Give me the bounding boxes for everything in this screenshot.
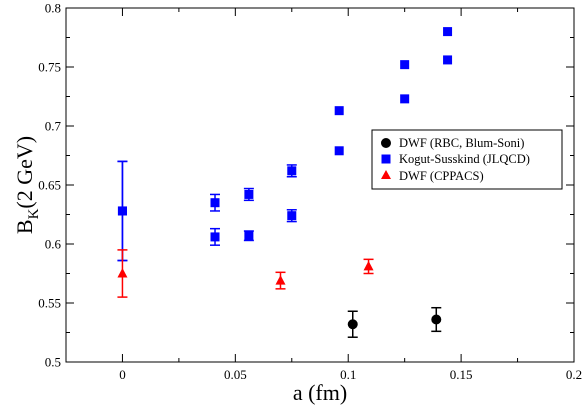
data-point-square — [117, 206, 127, 216]
y-tick-label: 0.65 — [38, 178, 61, 193]
x-tick-label: 0.15 — [450, 367, 473, 382]
y-tick-label: 0.6 — [45, 237, 62, 252]
x-tick-label: 0.1 — [340, 367, 356, 382]
data-point-square — [443, 55, 453, 65]
series-circle — [347, 306, 442, 338]
y-tick-label: 0.55 — [38, 296, 61, 311]
data-point-circle — [347, 319, 358, 330]
legend-marker-triangle — [381, 170, 391, 179]
data-point-square — [244, 189, 254, 199]
y-axis-title-subscript: K — [26, 208, 42, 219]
legend-marker-circle — [381, 138, 391, 148]
data-point-square — [210, 198, 220, 208]
legend-marker-square — [381, 154, 391, 164]
x-tick-label: 0.2 — [566, 367, 582, 382]
legend-box — [371, 129, 563, 190]
y-tick-label: 0.75 — [38, 60, 61, 75]
y-axis-title-main: B — [12, 219, 37, 234]
x-tick-label: 0.05 — [224, 367, 247, 382]
data-point-square — [287, 211, 297, 221]
y-tick-label: 0.8 — [45, 1, 61, 16]
axis-ticks: 0 0.05 0.1 0.15 0.2 0.5 0.55 0.6 0.65 0.7 0.75 0.8 — [38, 1, 582, 383]
data-marks — [117, 27, 453, 338]
y-tick-label: 0.7 — [45, 119, 62, 134]
data-point-triangle — [363, 260, 374, 271]
x-tick-label: 0 — [119, 367, 126, 382]
y-axis-title: BK(2 GeV) — [12, 136, 42, 234]
series-triangle — [117, 249, 374, 298]
data-point-square — [287, 166, 297, 176]
data-point-square — [244, 231, 254, 241]
legend-label-dwf-cppacs: DWF (CPPACS) — [399, 169, 484, 183]
series-square — [117, 27, 453, 262]
data-point-square — [400, 94, 410, 104]
x-axis-title: a (fm) — [293, 380, 347, 405]
data-point-triangle — [275, 275, 286, 285]
data-point-square — [210, 232, 220, 242]
y-tick-label: 0.5 — [45, 355, 61, 370]
data-point-circle — [431, 314, 442, 325]
legend-label-kogut-susskind: Kogut-Susskind (JLQCD) — [399, 152, 530, 166]
data-point-triangle — [117, 268, 128, 278]
data-point-square — [334, 146, 344, 156]
data-point-square — [443, 27, 453, 37]
legend-label-dwf-rbc: DWF (RBC, Blum-Soni) — [399, 136, 524, 150]
data-point-square — [400, 60, 410, 70]
data-point-square — [334, 106, 344, 116]
legend: DWF (RBC, Blum-Soni) Kogut-Susskind (JLQ… — [371, 129, 563, 190]
y-axis-title-rest: (2 GeV) — [12, 136, 37, 209]
